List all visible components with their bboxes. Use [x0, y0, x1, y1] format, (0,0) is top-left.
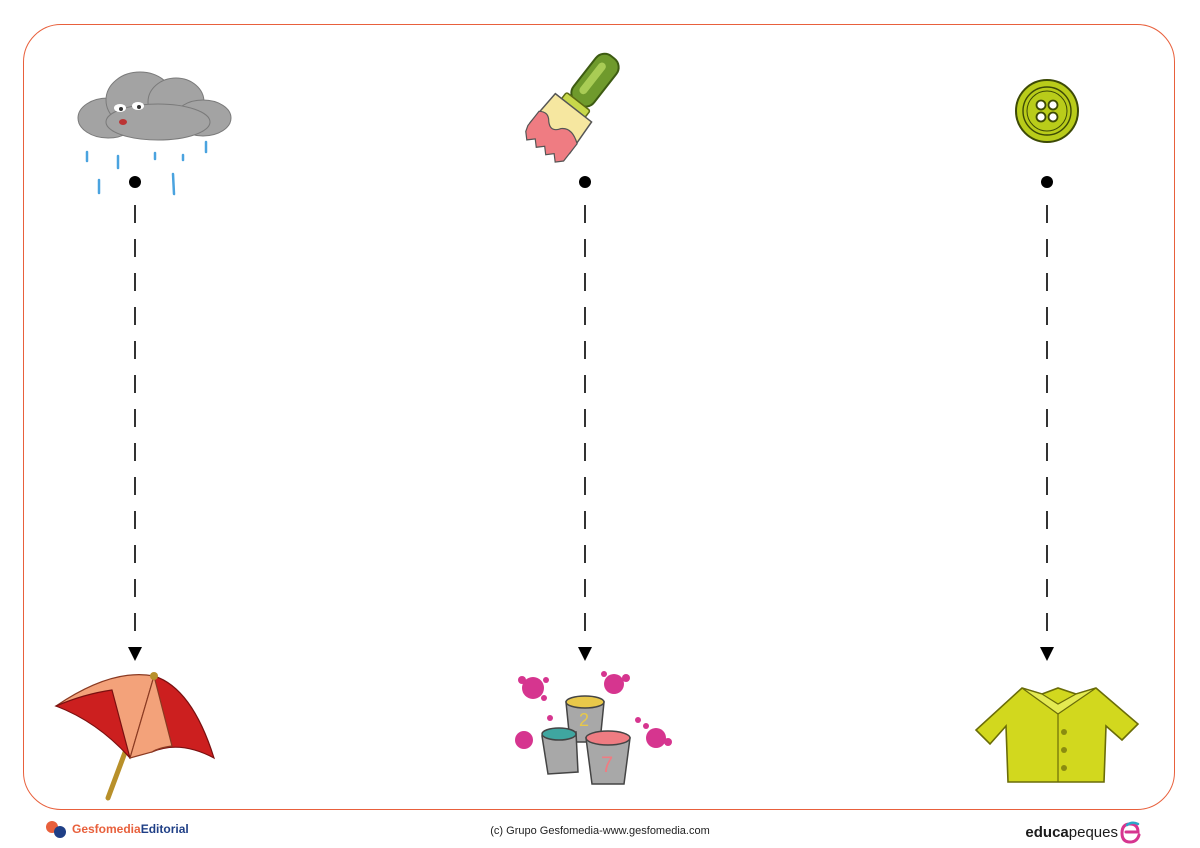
arrowhead	[578, 647, 592, 661]
publisher-logo: GesfomediaEditorial	[44, 818, 189, 840]
gesfomedia-logo-icon	[46, 821, 66, 838]
arrowhead	[1040, 647, 1054, 661]
rain-cloud-icon	[77, 71, 232, 196]
start-dot	[579, 176, 591, 188]
button-icon	[1015, 79, 1079, 143]
trace-line-2	[578, 176, 592, 661]
educapeques-logo: educa peques	[1025, 818, 1144, 846]
trace-line-1	[128, 176, 142, 661]
paint-buckets-icon: 2 7	[515, 671, 672, 785]
brand-name-part2: peques	[1068, 823, 1118, 841]
copyright-text: (c) Grupo Gesfomedia-www.gesfomedia.com	[490, 825, 710, 837]
arrowhead	[128, 647, 142, 661]
publisher-logo-suffix: Editorial	[140, 822, 189, 836]
educapeques-e-icon	[1120, 821, 1141, 844]
paintbrush-icon	[525, 52, 620, 163]
bucket-number-2: 2	[579, 710, 589, 730]
trace-line-3	[1040, 176, 1054, 661]
jacket-icon	[974, 687, 1140, 783]
brand-name-part1: educa	[1025, 823, 1069, 841]
publisher-logo-name: Gesfomedia	[72, 822, 141, 836]
start-dot	[129, 176, 141, 188]
umbrella-icon	[54, 672, 216, 801]
bucket-number-7: 7	[601, 752, 613, 777]
start-dot	[1041, 176, 1053, 188]
worksheet-frame	[23, 24, 1175, 810]
